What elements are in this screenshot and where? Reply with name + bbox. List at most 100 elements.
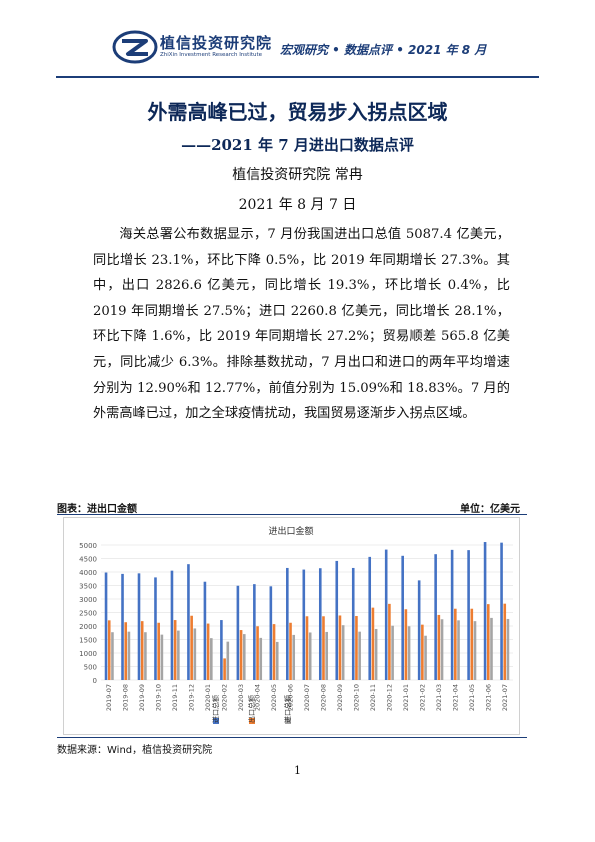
y-tick-label: 2000 (79, 623, 97, 631)
chart-unit: 单位：亿美元 (460, 504, 520, 515)
bar-total (450, 549, 454, 680)
author-line: 植信投资研究院 常冉 (232, 167, 363, 183)
x-tick-label: 2019-07 (105, 684, 113, 711)
bar-export (388, 603, 391, 680)
bar-import (308, 632, 312, 680)
x-tick-label: 2021-05 (468, 684, 476, 711)
bar-import (111, 632, 114, 680)
bar-total (434, 554, 437, 680)
x-tick-label: 2020-04 (254, 684, 262, 711)
bar-total (220, 620, 223, 680)
bar-total (121, 573, 124, 680)
legend-swatch (213, 718, 219, 724)
bar-total (137, 573, 141, 680)
bar-import (177, 630, 180, 680)
bar-import (242, 634, 246, 680)
bar-import (127, 631, 131, 680)
bar-import (275, 641, 279, 680)
chart-caption: 图表：进出口金额 (57, 504, 137, 515)
bar-export (107, 620, 111, 680)
y-tick-label: 1500 (79, 637, 97, 645)
bar-total (253, 584, 256, 680)
x-tick-label: 2019-11 (171, 684, 179, 711)
legend-label: 进口总额 (211, 695, 220, 723)
data-source: 数据来源：Wind，植信投资研究院 (57, 745, 213, 756)
bar-total (500, 542, 503, 680)
y-tick-label: 4000 (79, 569, 97, 577)
legend-swatch (285, 718, 291, 724)
chart-top-divider (57, 514, 527, 515)
header-divider (56, 76, 539, 78)
bar-export (486, 604, 490, 680)
bar-export (454, 608, 457, 680)
bar-total (269, 586, 273, 680)
y-tick-label: 2500 (79, 610, 97, 618)
body-paragraph: 海关总署公布数据显示，7 月份我国进出口总值 5087.4 亿美元，同比增长 2… (93, 227, 510, 422)
y-tick-label: 1000 (79, 650, 97, 658)
bar-export (157, 622, 160, 680)
bar-export (305, 616, 309, 680)
bar-import (424, 635, 427, 680)
x-tick-label: 2020-07 (303, 684, 311, 711)
bar-total (203, 581, 207, 680)
x-tick-label: 2020-12 (385, 684, 393, 711)
legend-label: 进口总额 (283, 695, 292, 723)
bar-total (286, 567, 289, 680)
bar-total (368, 556, 372, 680)
x-tick-label: 2020-05 (270, 684, 278, 711)
bar-export (371, 607, 375, 680)
page-subtitle: ——2021 年 7 月进出口数据点评 (181, 136, 414, 154)
bar-export (173, 620, 177, 680)
bar-total (384, 549, 388, 680)
bar-export (437, 614, 441, 680)
bar-total (401, 555, 404, 680)
bar-export (272, 624, 276, 680)
bar-total (417, 580, 421, 680)
bar-export (355, 616, 358, 680)
y-tick-label: 500 (84, 664, 97, 672)
x-tick-label: 2020-06 (287, 684, 295, 711)
x-tick-label: 2021-04 (451, 684, 459, 711)
bar-total (467, 550, 470, 680)
page-number: 1 (294, 764, 301, 777)
bar-import (325, 631, 328, 680)
x-tick-label: 2021-01 (402, 684, 410, 711)
y-tick-label: 5000 (79, 542, 97, 550)
x-tick-label: 2019-09 (138, 684, 146, 711)
bar-export (190, 615, 193, 680)
bar-total (236, 585, 240, 680)
x-tick-label: 2019-12 (188, 684, 196, 711)
y-tick-label: 4500 (79, 556, 97, 564)
chart-container: 进出口金额 0 500 1000 1500 2000 2500 3000 3500 4000 45… (63, 517, 520, 735)
y-tick-label: 3500 (79, 583, 97, 591)
x-tick-label: 2021-02 (418, 684, 426, 711)
bar-import (292, 634, 296, 680)
bar-import (259, 637, 263, 680)
bar-import (374, 628, 378, 680)
bar-import (490, 617, 493, 680)
chart-title: 进出口金额 (268, 525, 313, 537)
logo-name: 植信投资研究院 (160, 34, 273, 52)
y-tick-label: 0 (93, 677, 97, 685)
header-category: 宏观研究 • 数据点评 • 2021 年 8 月 (280, 43, 487, 57)
bar-export (322, 616, 325, 680)
logo-icon (112, 30, 158, 64)
bar-total (335, 560, 339, 680)
bar-export (404, 609, 408, 680)
bar-import (341, 625, 345, 680)
x-tick-label: 2020-02 (221, 684, 229, 711)
x-tick-label: 2020-10 (352, 684, 360, 711)
bar-export (140, 621, 144, 680)
bar-total (187, 564, 190, 680)
bar-import (457, 620, 460, 680)
bar-export (470, 608, 474, 680)
x-tick-label: 2020-09 (336, 684, 344, 711)
legend-label: 出口总额 (247, 695, 256, 723)
bar-import (506, 618, 510, 680)
x-tick-label: 2021-06 (484, 684, 492, 711)
bar-total (302, 569, 306, 680)
x-tick-label: 2020-01 (204, 684, 212, 711)
x-tick-label: 2019-08 (122, 684, 130, 711)
x-tick-label: 2020-08 (319, 684, 327, 711)
bar-export (206, 623, 210, 680)
